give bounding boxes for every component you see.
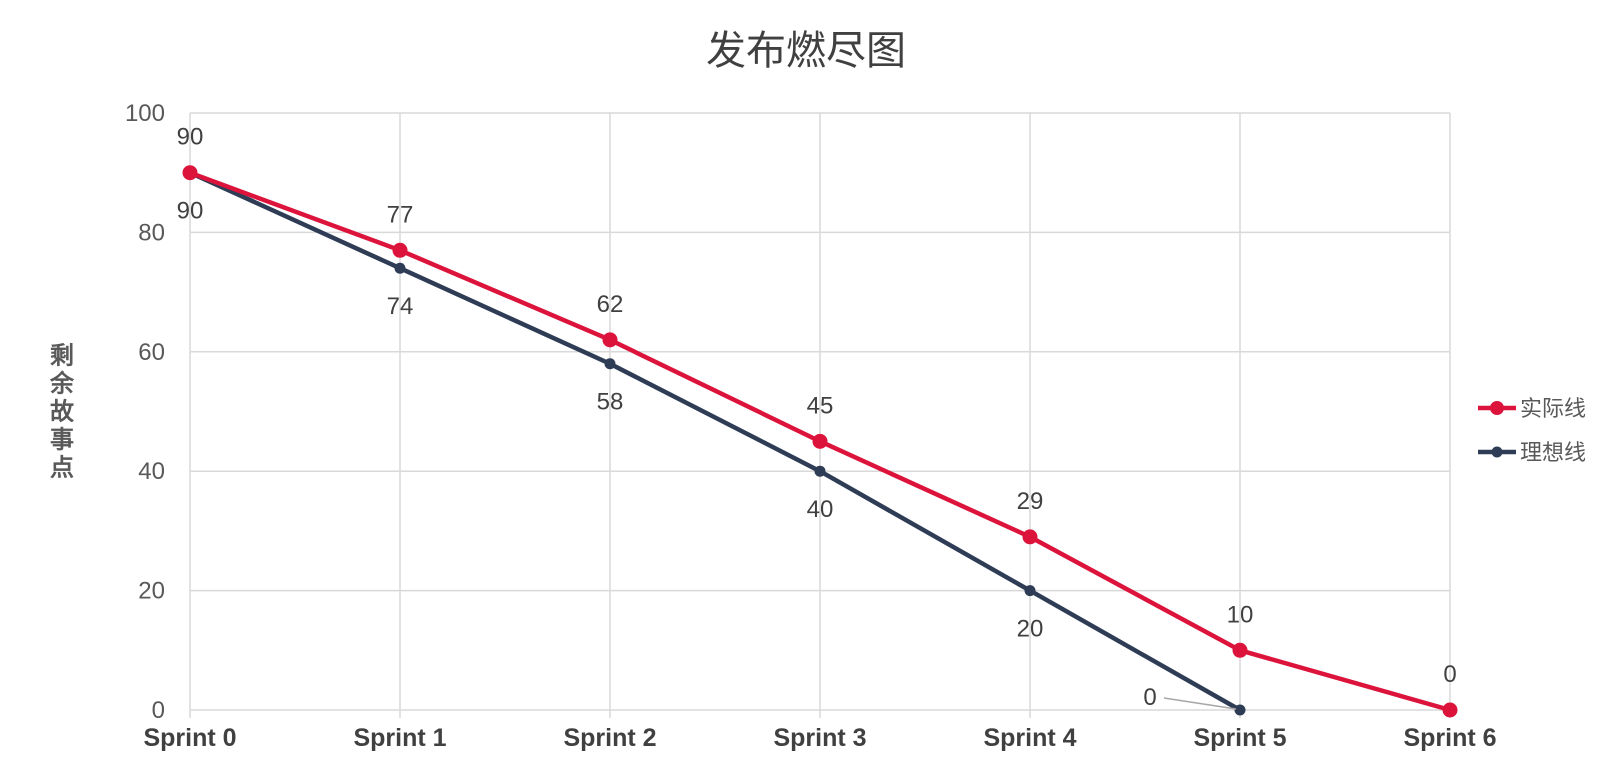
actual-data-label: 29 [1017,488,1044,515]
legend-swatch-marker [1490,401,1504,415]
actual-point [1022,529,1038,545]
actual-data-label: 10 [1227,601,1254,628]
chart-title: 发布燃尽图 [706,28,906,74]
ideal-point [814,465,826,477]
ideal-point [604,358,616,370]
series-ideal: 90 74 58 40 20 0 [177,167,1246,716]
legend-label: 实际线 [1520,397,1586,422]
x-tick-label: Sprint 2 [563,724,656,752]
ideal-data-label: 58 [597,389,624,416]
ideal-data-label: 74 [387,293,414,320]
actual-point [812,433,828,449]
actual-data-label: 90 [177,124,204,151]
x-tick-label: Sprint 5 [1193,724,1286,752]
ideal-point [1024,585,1036,597]
actual-point [182,165,198,181]
actual-point [1442,702,1458,718]
x-tick-label: Sprint 0 [143,724,236,752]
ideal-data-label: 20 [1017,616,1044,643]
ideal-data-label: 40 [807,496,834,523]
ideal-data-label: 90 [177,198,204,225]
y-tick-label: 60 [138,339,165,366]
x-tick-label: Sprint 1 [353,724,446,752]
series-actual: 90 77 62 45 29 10 0 [177,124,1458,718]
y-tick-label: 80 [138,219,165,246]
actual-data-label: 62 [597,291,624,318]
y-tick-label: 0 [152,697,165,724]
actual-data-label: 0 [1443,661,1456,688]
actual-point [602,332,618,348]
ideal-line [187,170,1243,713]
legend-label: 理想线 [1520,441,1586,466]
actual-data-label: 77 [387,201,414,228]
x-tick-label: Sprint 4 [983,724,1076,752]
legend-item: 实际线 [1478,397,1586,422]
x-tick-label: Sprint 6 [1403,724,1496,752]
ideal-point [394,262,406,274]
grid [189,112,1451,718]
ideal-data-label: 0 [1143,684,1156,711]
actual-point [392,242,408,258]
y-tick-label: 40 [138,458,165,485]
y-axis-label: 剩余故事点 [49,342,75,482]
ideal-leader-line [1163,697,1237,710]
actual-data-label: 45 [807,392,834,419]
legend-item: 理想线 [1478,441,1586,466]
y-tick-label: 100 [125,100,165,127]
y-tick-label: 20 [138,578,165,605]
legend-swatch-marker [1491,446,1503,458]
actual-point [1232,642,1248,658]
series-layer: 90 74 58 40 20 0 90 77 62 45 29 10 0 [177,124,1458,718]
x-tick-label: Sprint 3 [773,724,866,752]
ideal-point [1234,704,1246,716]
